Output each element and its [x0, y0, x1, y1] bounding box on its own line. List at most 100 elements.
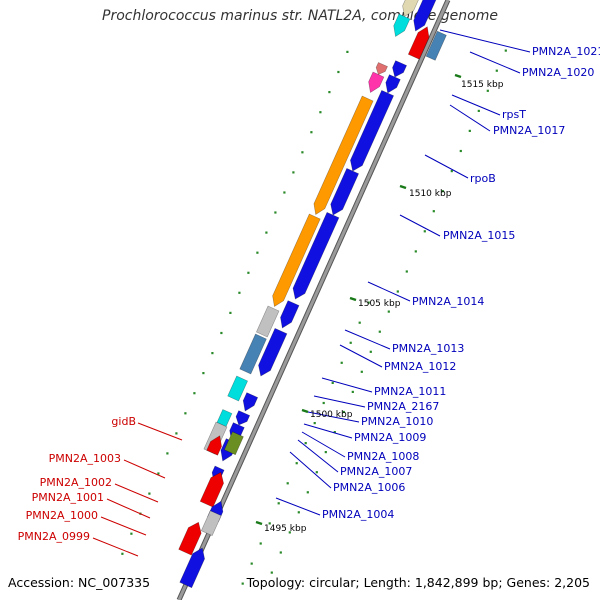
guide-dot-39	[211, 352, 213, 354]
guide-dot-48	[184, 412, 186, 414]
label-pmn2a-1021[interactable]: PMN2A_1021	[532, 45, 600, 58]
guide-dot-8	[328, 91, 330, 93]
label-pmn2a-1007[interactable]: PMN2A_1007	[340, 465, 412, 478]
guide-dot-44	[325, 451, 327, 453]
gene-pmn2a-1011-blue[interactable]	[243, 393, 258, 411]
guide-dot-54	[166, 452, 168, 454]
guide-dot-59	[280, 551, 282, 553]
gene-rpst-salmon[interactable]	[376, 63, 387, 75]
label-gidb[interactable]: gidB	[111, 415, 136, 428]
gene-pmn2a-1019[interactable]	[393, 61, 407, 77]
label-pmn2a-0999[interactable]: PMN2A_0999	[18, 530, 90, 543]
label-pmn2a-1002[interactable]: PMN2A_1002	[40, 476, 112, 489]
guide-dot-18	[283, 191, 285, 193]
kbp-tick-1	[400, 186, 406, 188]
guide-dot-2	[487, 90, 489, 92]
label-pmn2a-1000[interactable]: PMN2A_1000	[26, 509, 98, 522]
guide-dot-37	[332, 382, 334, 384]
label-pmn2a-1017[interactable]: PMN2A_1017	[493, 124, 565, 137]
kbp-tick-2	[350, 298, 356, 300]
guide-dot-9	[451, 170, 453, 172]
guide-dot-17	[415, 250, 417, 252]
guide-dot-21	[397, 290, 399, 292]
guide-dot-19	[406, 270, 408, 272]
label-pmn2a-1013[interactable]: PMN2A_1013	[392, 342, 464, 355]
guide-dot-30	[238, 292, 240, 294]
callout-right-14	[298, 440, 338, 472]
callout-right-7	[345, 330, 390, 349]
guide-dot-60	[148, 493, 150, 495]
guide-dot-51	[175, 432, 177, 434]
callout-right-8	[340, 345, 382, 367]
guide-dot-16	[292, 171, 294, 173]
callout-left-4	[101, 517, 146, 535]
kbp-tick-0	[455, 75, 461, 77]
label-pmn2a-1011[interactable]: PMN2A_1011	[374, 385, 446, 398]
guide-dot-32	[361, 371, 363, 373]
label-pmn2a-1015[interactable]: PMN2A_1015	[443, 229, 515, 242]
gene-pmn2a-1020[interactable]	[394, 14, 410, 37]
label-pmn2a-1008[interactable]: PMN2A_1008	[347, 450, 419, 463]
kbp-label-1505: 1505 kbp	[358, 299, 401, 309]
guide-dot-67	[121, 553, 123, 555]
label-pmn2a-2167[interactable]: PMN2A_2167	[367, 400, 439, 413]
callout-left-0	[138, 423, 182, 440]
label-rpst[interactable]: rpsT	[502, 108, 526, 121]
guide-dot-36	[220, 332, 222, 334]
callout-right-1	[470, 52, 520, 73]
gene-gidb[interactable]	[224, 432, 243, 455]
gene-pmn2a-1000[interactable]	[201, 511, 221, 536]
callout-right-15	[290, 452, 331, 488]
guide-dot-28	[359, 322, 361, 324]
guide-dot-1	[496, 70, 498, 72]
gene-pmn2a-1018[interactable]	[386, 75, 401, 93]
label-pmn2a-1012[interactable]: PMN2A_1012	[384, 360, 456, 373]
gene-pmn2a-0999[interactable]	[179, 522, 202, 555]
guide-dot-6	[337, 71, 339, 73]
guide-dot-40	[323, 402, 325, 404]
callout-right-3	[450, 105, 490, 131]
callout-left-5	[93, 538, 138, 556]
guide-dot-42	[202, 372, 204, 374]
callout-right-0	[440, 30, 530, 52]
guide-dot-29	[370, 351, 372, 353]
tick-dots	[121, 50, 507, 585]
guide-dot-46	[305, 442, 307, 444]
gene-pmn2a-1013-blue[interactable]	[281, 301, 300, 328]
callout-left-3	[107, 499, 150, 518]
label-rpob[interactable]: rpoB	[470, 172, 496, 185]
guide-dot-61	[260, 542, 262, 544]
gene-pmn2a-1017[interactable]	[369, 72, 384, 93]
label-pmn2a-1020[interactable]: PMN2A_1020	[522, 66, 594, 79]
guide-dot-3	[478, 110, 480, 112]
guide-dot-49	[296, 462, 298, 464]
guide-dot-43	[314, 422, 316, 424]
label-pmn2a-1009[interactable]: PMN2A_1009	[354, 431, 426, 444]
guide-dot-20	[274, 211, 276, 213]
guide-dot-64	[251, 563, 253, 565]
guide-dot-4	[346, 51, 348, 53]
label-pmn2a-1014[interactable]: PMN2A_1014	[412, 295, 484, 308]
guide-dot-66	[242, 583, 244, 585]
label-pmn2a-1001[interactable]: PMN2A_1001	[32, 491, 104, 504]
label-pmn2a-1010[interactable]: PMN2A_1010	[361, 415, 433, 428]
guide-dot-12	[310, 131, 312, 133]
guide-dot-26	[379, 331, 381, 333]
guide-dot-35	[352, 391, 354, 393]
kbp-label-1515: 1515 kbp	[461, 80, 504, 90]
guide-dot-24	[256, 252, 258, 254]
label-pmn2a-1006[interactable]: PMN2A_1006	[333, 481, 405, 494]
topology-text: Topology: circular; Length: 1,842,899 bp…	[247, 575, 590, 590]
guide-dot-47	[316, 471, 318, 473]
kbp-tick-4	[256, 522, 262, 524]
label-pmn2a-1003[interactable]: PMN2A_1003	[49, 452, 121, 465]
guide-dot-14	[301, 151, 303, 153]
callout-right-9	[322, 378, 372, 392]
callout-right-2	[452, 95, 500, 115]
kbp-label-1495: 1495 kbp	[264, 524, 307, 534]
gene-pmn2a-2167-blue[interactable]	[236, 411, 250, 425]
callout-right-10	[314, 396, 365, 407]
guide-dot-22	[265, 232, 267, 234]
label-pmn2a-1004[interactable]: PMN2A_1004	[322, 508, 394, 521]
guide-dot-65	[130, 533, 132, 535]
